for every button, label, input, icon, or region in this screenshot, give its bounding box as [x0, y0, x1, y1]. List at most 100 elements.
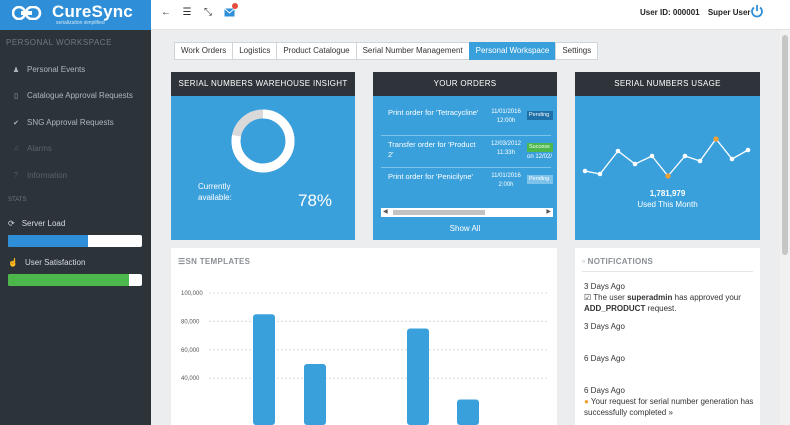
user-id: User ID: 000001 — [640, 8, 700, 17]
availability-label: Currently available: — [198, 182, 232, 202]
bell-icon: ♫ — [13, 144, 19, 152]
spinner-icon: ⟳ — [8, 219, 15, 228]
notifications-panel: ▫ NOTIFICATIONS 3 Days Ago ☑ The user su… — [575, 248, 760, 425]
your-orders-card: YOUR ORDERS Print order for 'Tetracyclin… — [373, 72, 557, 240]
tab-serial-number-management[interactable]: Serial Number Management — [355, 42, 470, 60]
sidebar-item-information: ? Information — [12, 171, 67, 180]
card-title: SERIAL NUMBERS WAREHOUSE INSIGHT — [171, 72, 355, 96]
availability-percent: 78% — [298, 191, 333, 210]
back-arrow-icon[interactable]: ← — [161, 6, 171, 18]
user-satisfaction-label: ☝ User Satisfaction — [8, 258, 86, 267]
server-load-label: ⟳ Server Load — [8, 219, 66, 228]
notification-item[interactable]: 3 Days Ago ☑ The user superadmin has app… — [584, 281, 754, 314]
status-badge: Pending — [527, 111, 553, 120]
usage-value: 1,781,979 — [649, 189, 686, 198]
sidebar-item-personal-events[interactable]: ♟ Personal Events — [12, 65, 85, 74]
notification-message: ☑ The user superadmin has approved your … — [584, 293, 741, 313]
notification-message: ● Your request for serial number generat… — [584, 397, 754, 417]
chart-bar[interactable] — [253, 314, 275, 425]
order-datetime: 11/01/2016 12:00h — [491, 109, 521, 124]
card-title: SERIAL NUMBERS USAGE — [575, 72, 760, 96]
order-row[interactable]: Print order for 'Tetracycline' 11/01/201… — [381, 106, 553, 136]
top-bar: CureSync serialization simplified ← ☰ ⤡ … — [0, 0, 790, 30]
tab-settings[interactable]: Settings — [555, 42, 599, 60]
y-tick-label: 80,000 — [181, 319, 200, 325]
notification-time: 3 Days Ago — [584, 322, 625, 331]
power-icon[interactable] — [750, 4, 764, 18]
question-icon: ? — [14, 171, 18, 179]
orders-horizontal-scrollbar[interactable]: ◀ ▶ — [381, 208, 553, 217]
usage-sparkline — [582, 136, 751, 179]
sidebar-item-label: Personal Events — [27, 65, 86, 74]
menu-icon[interactable]: ☰ — [182, 6, 192, 18]
order-text: Transfer order for 'Product 2' — [388, 140, 476, 159]
sidebar-item-catalogue-approval[interactable]: ▯ Catalogue Approval Requests — [12, 91, 133, 100]
page-scroll-thumb[interactable] — [782, 35, 788, 255]
chart-bar[interactable] — [457, 399, 479, 425]
notification-item[interactable]: 6 Days Ago ● Your request for serial num… — [584, 385, 754, 418]
sidebar-item-label: SNG Approval Requests — [27, 118, 114, 127]
notification-item[interactable]: 6 Days Ago — [584, 353, 625, 364]
warehouse-insight-card: SERIAL NUMBERS WAREHOUSE INSIGHT Current… — [171, 72, 355, 240]
sidebar-item-label: Alarms — [27, 144, 52, 153]
sn-templates-panel: ☰SN TEMPLATES 100,000 80,000 60,000 40,000 — [171, 248, 557, 425]
tab-logistics[interactable]: Logistics — [232, 42, 278, 60]
order-extra: on 12/02/ — [527, 154, 553, 160]
user-role: Super User — [707, 8, 751, 17]
mail-badge — [232, 3, 238, 9]
sidebar-item-alarms: ♫ Alarms — [12, 144, 52, 153]
book-icon: ▯ — [14, 92, 18, 100]
serial-usage-card: SERIAL NUMBERS USAGE 1,781,979 Used This… — [575, 72, 760, 240]
scroll-right-icon[interactable]: ▶ — [546, 209, 551, 215]
y-tick-label: 60,000 — [181, 348, 200, 354]
order-row[interactable]: Transfer order for 'Product 2' 12/03/201… — [381, 138, 553, 168]
panel-title: ☰SN TEMPLATES — [178, 257, 251, 266]
order-text: Print order for 'Penicilyne' — [388, 172, 473, 181]
brand-logo[interactable]: CureSync serialization simplified — [0, 0, 151, 30]
notification-item[interactable]: 3 Days Ago — [584, 321, 625, 332]
expand-icon[interactable]: ⤡ — [204, 6, 212, 18]
notification-time: 6 Days Ago — [584, 386, 625, 395]
page-scrollbar[interactable] — [780, 30, 790, 425]
brand-tagline: serialization simplified — [56, 20, 105, 26]
thumbs-up-icon: ☝ — [8, 258, 18, 267]
panel-title: ▫ NOTIFICATIONS — [582, 257, 654, 266]
notification-time: 3 Days Ago — [584, 282, 625, 291]
notification-time: 6 Days Ago — [584, 354, 625, 363]
user-satisfaction-fill — [8, 274, 129, 286]
sn-templates-chart: 100,000 80,000 60,000 40,000 — [181, 291, 549, 425]
sidebar-item-sng-approval[interactable]: ✔ SNG Approval Requests — [12, 118, 114, 127]
availability-donut — [231, 109, 295, 173]
curesync-logo-icon — [12, 6, 42, 20]
chart-bar[interactable] — [407, 328, 429, 425]
order-datetime: 11/01/2016 2:00h — [491, 173, 521, 188]
bell-icon: ▫ — [582, 257, 588, 266]
usage-label: Used This Month — [637, 200, 698, 209]
main-tabs: Work Orders Logistics Product Catalogue … — [174, 42, 599, 60]
order-row[interactable]: Print order for 'Penicilyne' 11/01/2016 2… — [381, 170, 553, 200]
checkbox-icon: ☑ — [584, 293, 592, 302]
server-load-bar — [8, 235, 142, 247]
availability-arc — [231, 109, 295, 173]
status-badge: Pending — [527, 175, 553, 184]
list-icon: ☰ — [178, 257, 186, 266]
tab-personal-workspace[interactable]: Personal Workspace — [468, 42, 557, 60]
card-title: YOUR ORDERS — [373, 72, 557, 96]
stats-heading: STATS — [8, 197, 27, 203]
show-all-link[interactable]: Show All — [449, 224, 481, 233]
sidebar: PERSONAL WORKSPACE ♟ Personal Events ▯ C… — [0, 30, 151, 425]
scroll-left-icon[interactable]: ◀ — [383, 209, 388, 215]
y-tick-label: 100,000 — [181, 291, 203, 297]
tab-product-catalogue[interactable]: Product Catalogue — [276, 42, 357, 60]
server-load-fill — [8, 235, 89, 247]
info-icon: ● — [584, 397, 589, 406]
status-badge: Success — [527, 143, 553, 152]
chart-bar[interactable] — [304, 364, 326, 425]
scroll-thumb[interactable] — [393, 210, 485, 215]
chevron-right-icon: » — [668, 408, 673, 417]
mail-icon[interactable] — [223, 3, 238, 18]
user-icon: ♟ — [12, 66, 20, 74]
tab-work-orders[interactable]: Work Orders — [174, 42, 234, 60]
sidebar-item-label: Information — [27, 171, 68, 180]
sidebar-item-label: Catalogue Approval Requests — [27, 91, 133, 100]
